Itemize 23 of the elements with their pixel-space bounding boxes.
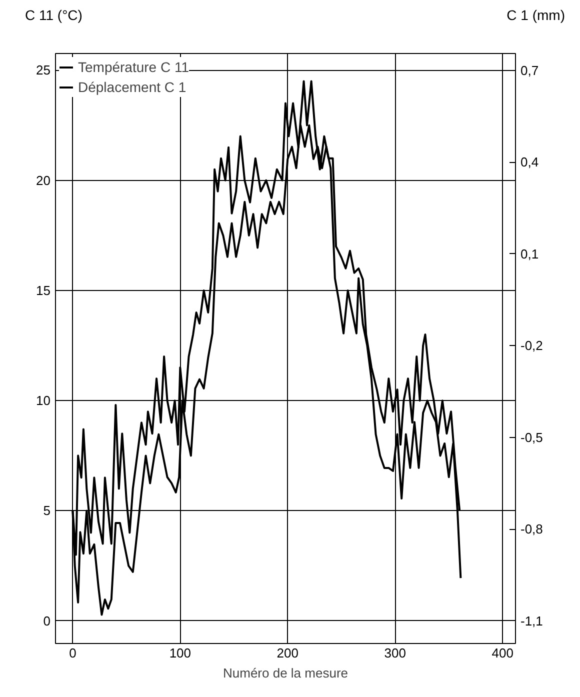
y2-tick-label: 0,7: [520, 62, 539, 78]
x-tick-label: 0: [69, 646, 76, 660]
y2-tick-label: 0,4: [520, 154, 539, 170]
legend-label: Déplacement C 1: [78, 79, 186, 95]
y2-axis-title: C 1 (mm): [506, 6, 565, 25]
y-tick-label: 20: [36, 172, 51, 188]
y-axis-title: C 11 (°C): [25, 6, 82, 25]
y-tick-label: 15: [36, 282, 51, 298]
y2-tick-label: -0,5: [520, 430, 543, 445]
y-tick-label: 10: [36, 393, 51, 408]
x-tick-label: 400: [492, 646, 514, 660]
y2-tick-label: -0,2: [520, 338, 543, 354]
x-tick-label: 300: [384, 646, 406, 660]
x-tick-label: 200: [276, 646, 299, 660]
legend-label: Température C 11: [78, 59, 190, 75]
x-axis-title: Numéro de la mesure: [223, 666, 348, 680]
y2-tick-label: 0,1: [520, 246, 539, 262]
y-tick-label: 25: [36, 62, 51, 78]
x-tick-label: 100: [169, 646, 192, 660]
y2-tick-label: -0,8: [520, 522, 543, 537]
y-tick-label: 5: [43, 503, 51, 518]
y2-tick-label: -1,1: [520, 613, 543, 628]
y-tick-label: 0: [43, 613, 51, 628]
